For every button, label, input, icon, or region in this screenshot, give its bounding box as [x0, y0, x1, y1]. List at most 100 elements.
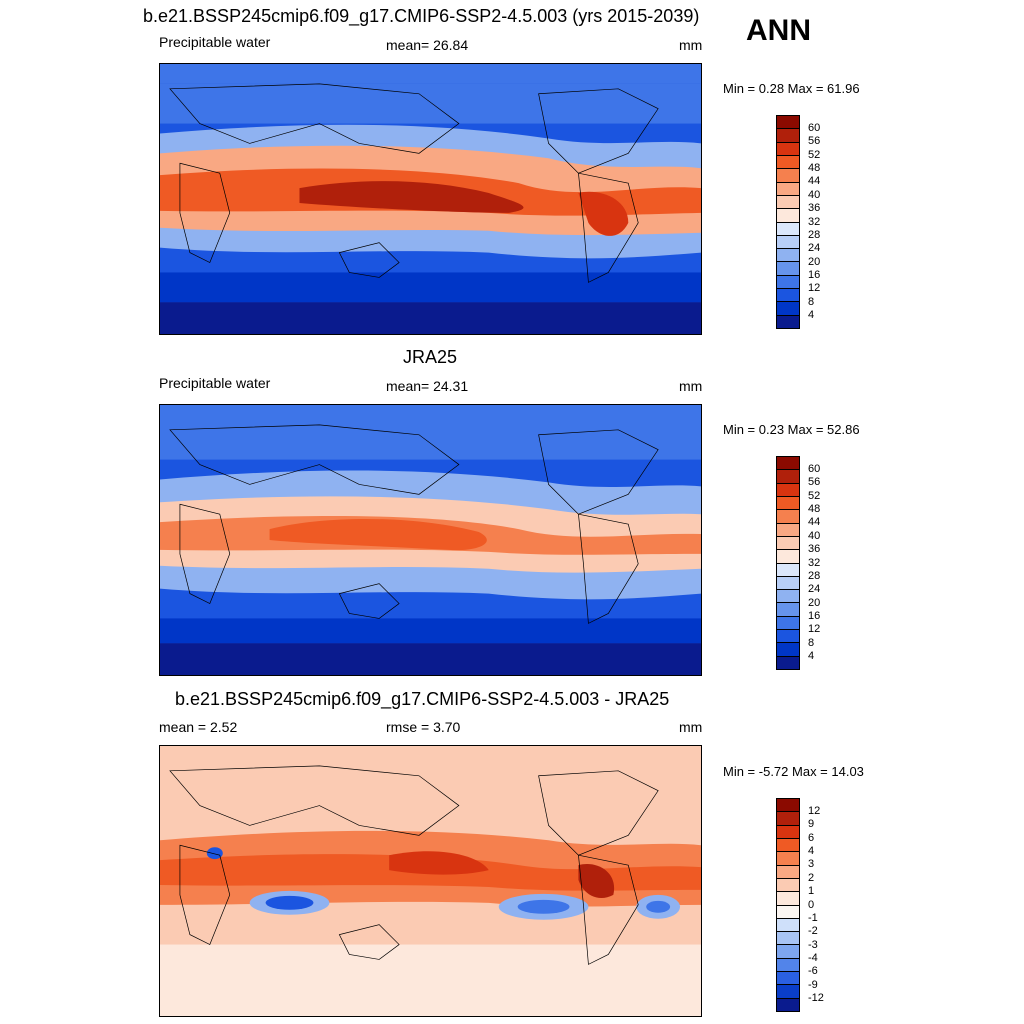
- colorbar-tick-label: 52: [808, 148, 821, 161]
- colorbar-tick-label: 12: [808, 282, 821, 295]
- colorbar-tick-label: 20: [808, 596, 821, 609]
- colorbar-swatch: [777, 825, 799, 839]
- colorbar-tick-label: 56: [808, 476, 821, 489]
- colorbar-swatch: [777, 195, 799, 210]
- colorbar-swatch: [777, 590, 799, 604]
- colorbar-tick-label: 40: [808, 188, 821, 201]
- colorbar-tick-label: 1: [808, 885, 815, 898]
- colorbar-tick-label: 3: [808, 858, 815, 871]
- colorbar-tick-label: 12: [808, 804, 821, 817]
- season-label: ANN: [746, 14, 811, 47]
- panel-3-rmse: rmse = 3.70: [386, 719, 461, 735]
- colorbar-tick-label: 28: [808, 228, 821, 241]
- colorbar-swatch: [777, 799, 799, 813]
- panel-3-minmax: Min = -5.72 Max = 14.03: [723, 764, 864, 779]
- colorbar-tick-label: 4: [808, 650, 815, 663]
- colorbar-swatch: [777, 892, 799, 906]
- colorbar-swatch: [777, 142, 799, 156]
- colorbar-tick-label: 52: [808, 489, 821, 502]
- colorbar-swatch: [777, 616, 799, 631]
- colorbar-tick-label: -12: [808, 992, 824, 1005]
- colorbar-tick-label: 44: [808, 175, 821, 188]
- panel-3-title: b.e21.BSSP245cmip6.f09_g17.CMIP6-SSP2-4.…: [175, 689, 670, 709]
- colorbar-swatch: [777, 603, 799, 617]
- panel-2-units: mm: [679, 378, 703, 394]
- colorbar-swatch: [777, 536, 799, 551]
- colorbar-swatch: [777, 945, 799, 959]
- panel-2-colorbar: [776, 456, 800, 670]
- colorbar-swatch: [777, 656, 799, 669]
- colorbar-tick-label: -1: [808, 911, 818, 924]
- panel-1-title: b.e21.BSSP245cmip6.f09_g17.CMIP6-SSP2-4.…: [143, 6, 700, 26]
- colorbar-swatch: [777, 129, 799, 143]
- colorbar-swatch: [777, 289, 799, 303]
- colorbar-swatch: [777, 812, 799, 826]
- colorbar-swatch: [777, 275, 799, 290]
- colorbar-swatch: [777, 563, 799, 577]
- colorbar-tick-label: 24: [808, 242, 821, 255]
- colorbar-swatch: [777, 998, 799, 1011]
- colorbar-swatch: [777, 523, 799, 537]
- panel-1-variable: Precipitable water: [159, 34, 271, 50]
- colorbar-swatch: [777, 262, 799, 276]
- colorbar-tick-label: -9: [808, 978, 818, 991]
- colorbar-swatch: [777, 905, 799, 919]
- colorbar-swatch: [777, 116, 799, 130]
- colorbar-tick-label: 48: [808, 162, 821, 174]
- colorbar-tick-label: 8: [808, 295, 815, 308]
- panel-1-units: mm: [679, 37, 703, 53]
- colorbar-swatch: [777, 958, 799, 973]
- colorbar-swatch: [777, 182, 799, 196]
- colorbar-swatch: [777, 315, 799, 328]
- panel-2-title: JRA25: [403, 347, 458, 367]
- colorbar-tick-label: 16: [808, 269, 821, 281]
- colorbar-swatch: [777, 496, 799, 511]
- panel-2-variable: Precipitable water: [159, 375, 271, 391]
- colorbar-swatch: [777, 972, 799, 986]
- colorbar-tick-label: 2: [808, 871, 815, 884]
- colorbar-tick-label: -3: [808, 938, 818, 951]
- colorbar-swatch: [777, 235, 799, 250]
- colorbar-swatch: [777, 249, 799, 263]
- colorbar-swatch: [777, 550, 799, 564]
- colorbar-swatch: [777, 457, 799, 471]
- colorbar-swatch: [777, 918, 799, 933]
- colorbar-tick-label: 28: [808, 569, 821, 582]
- colorbar-tick-label: 60: [808, 462, 821, 475]
- colorbar-tick-label: 24: [808, 583, 821, 596]
- colorbar-tick-label: 12: [808, 623, 821, 636]
- colorbar-tick-label: 32: [808, 215, 821, 228]
- colorbar-tick-label: 36: [808, 543, 821, 556]
- colorbar-swatch: [777, 483, 799, 497]
- colorbar-swatch: [777, 865, 799, 879]
- colorbar-swatch: [777, 643, 799, 657]
- panel-2-map: [159, 404, 702, 676]
- colorbar-tick-label: 4: [808, 845, 815, 857]
- colorbar-tick-label: -6: [808, 965, 818, 978]
- panel-2-mean: mean= 24.31: [386, 378, 469, 394]
- panel-1-map: [159, 63, 702, 335]
- colorbar-tick-label: 9: [808, 818, 815, 831]
- colorbar-tick-label: 44: [808, 516, 821, 529]
- panel-3-mean: mean = 2.52: [159, 719, 238, 735]
- colorbar-tick-label: 8: [808, 636, 815, 649]
- colorbar-tick-label: 16: [808, 610, 821, 622]
- colorbar-swatch: [777, 985, 799, 999]
- colorbar-tick-label: 0: [808, 898, 815, 911]
- colorbar-tick-label: 36: [808, 202, 821, 215]
- colorbar-swatch: [777, 510, 799, 524]
- colorbar-tick-label: 60: [808, 121, 821, 134]
- colorbar-tick-label: 20: [808, 255, 821, 268]
- colorbar-tick-label: 40: [808, 529, 821, 542]
- colorbar-swatch: [777, 155, 799, 170]
- colorbar-tick-label: -4: [808, 952, 818, 964]
- colorbar-swatch: [777, 576, 799, 591]
- colorbar-swatch: [777, 470, 799, 484]
- panel-1-minmax: Min = 0.28 Max = 61.96: [723, 81, 860, 96]
- colorbar-swatch: [777, 222, 799, 236]
- colorbar-tick-label: 6: [808, 831, 815, 844]
- colorbar-tick-label: 4: [808, 309, 815, 322]
- colorbar-swatch: [777, 878, 799, 893]
- colorbar-swatch: [777, 852, 799, 866]
- colorbar-tick-label: 56: [808, 135, 821, 148]
